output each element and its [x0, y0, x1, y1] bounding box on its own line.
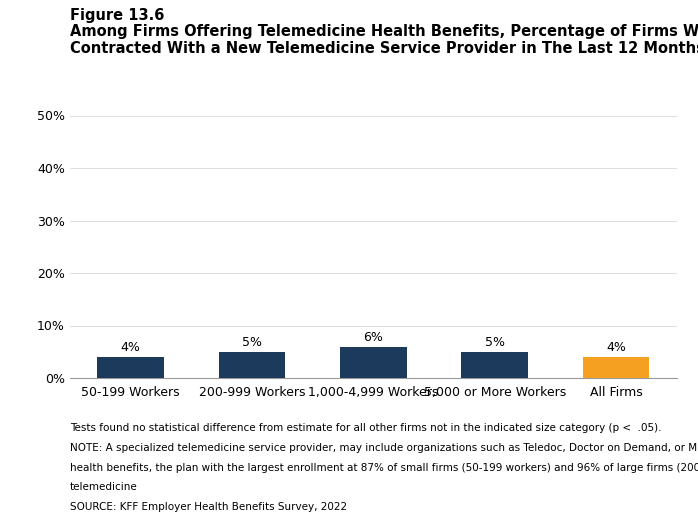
- Text: 5%: 5%: [484, 336, 505, 349]
- Bar: [461, 352, 528, 378]
- Text: Among Firms Offering Telemedicine Health Benefits, Percentage of Firms Which Hav: Among Firms Offering Telemedicine Health…: [70, 24, 698, 39]
- Text: telemedicine: telemedicine: [70, 482, 138, 492]
- Text: health benefits, the plan with the largest enrollment at 87% of small firms (50-: health benefits, the plan with the large…: [70, 463, 698, 472]
- Text: Tests found no statistical difference from estimate for all other firms not in t: Tests found no statistical difference fr…: [70, 423, 661, 433]
- Bar: [218, 352, 285, 378]
- Bar: [340, 346, 407, 378]
- Text: SOURCE: KFF Employer Health Benefits Survey, 2022: SOURCE: KFF Employer Health Benefits Sur…: [70, 502, 347, 512]
- Bar: [583, 357, 649, 378]
- Bar: [98, 357, 164, 378]
- Text: 4%: 4%: [121, 341, 141, 354]
- Text: 4%: 4%: [606, 341, 626, 354]
- Text: NOTE: A specialized telemedicine service provider, may include organizations suc: NOTE: A specialized telemedicine service…: [70, 443, 698, 453]
- Text: 5%: 5%: [242, 336, 262, 349]
- Text: Contracted With a New Telemedicine Service Provider in The Last 12 Months, 2022: Contracted With a New Telemedicine Servi…: [70, 41, 698, 56]
- Text: 6%: 6%: [364, 331, 383, 344]
- Text: Figure 13.6: Figure 13.6: [70, 8, 164, 23]
